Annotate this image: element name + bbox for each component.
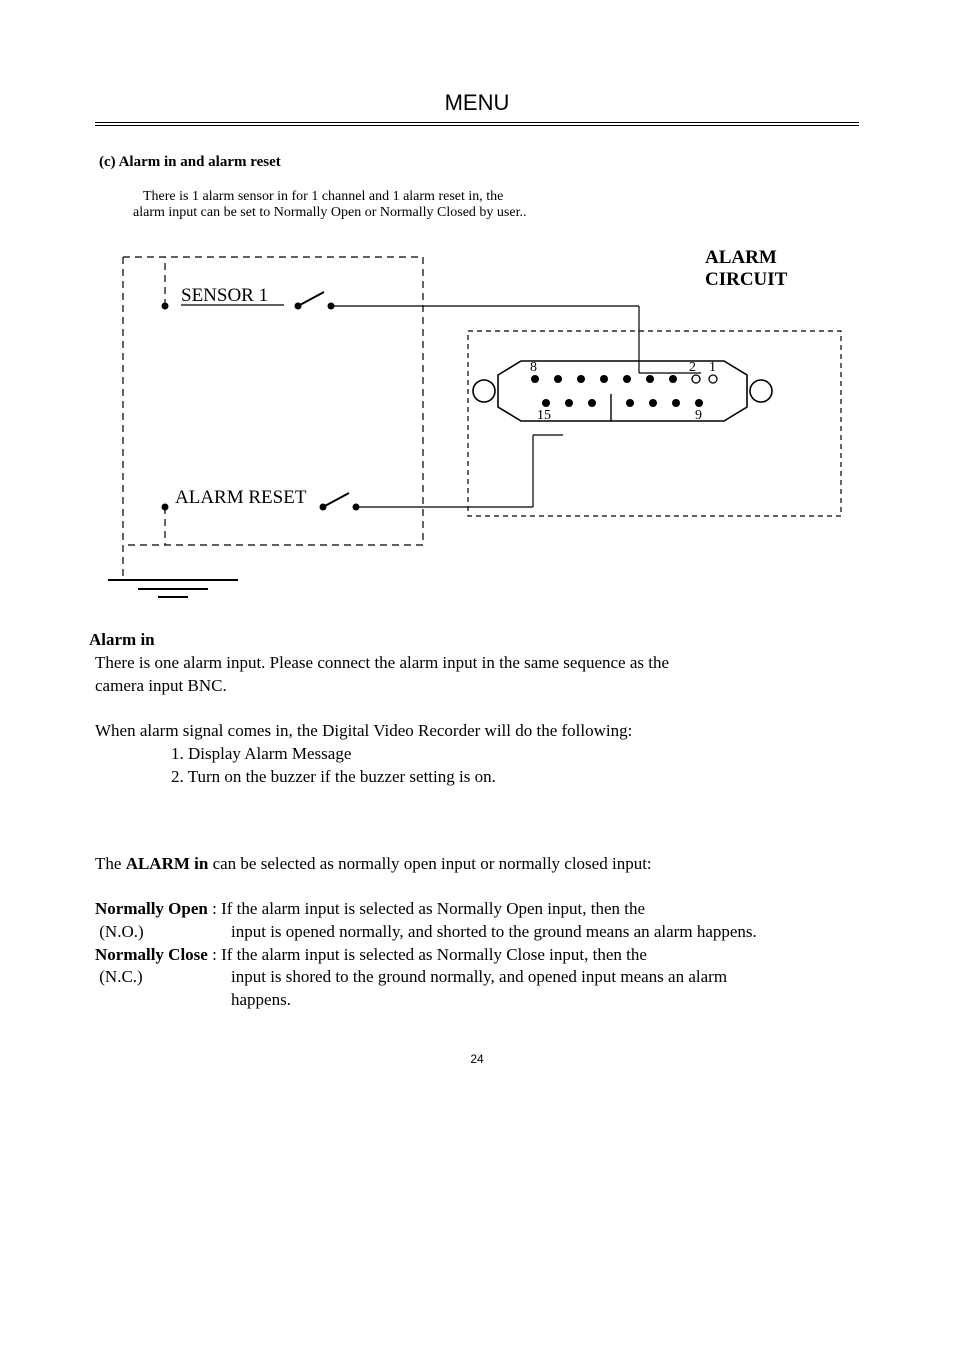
- alarm-reset-label: ALARM RESET: [175, 487, 307, 508]
- alarm-circuit-label-1: ALARM: [705, 247, 777, 268]
- normally-close-bold: Normally Close: [95, 945, 208, 964]
- alarm-in-p1a: There is one alarm input. Please connect…: [95, 652, 859, 675]
- normally-close-body: input is shored to the ground normally, …: [231, 966, 859, 1012]
- normally-open-body: input is opened normally, and shorted to…: [231, 921, 859, 944]
- rule-bottom: [95, 125, 859, 126]
- selectable-pre: The: [95, 854, 126, 873]
- pin-label-2: 2: [689, 360, 696, 375]
- nc-body-1: input is shored to the ground normally, …: [231, 966, 859, 989]
- alarm-in-p2: When alarm signal comes in, the Digital …: [95, 720, 859, 743]
- normally-open-line1: Normally Open : If the alarm input is se…: [95, 898, 859, 921]
- alarm-in-li1: 1. Display Alarm Message: [171, 743, 859, 766]
- sensor-1-label: SENSOR 1: [181, 285, 268, 306]
- pin-label-15: 15: [537, 408, 551, 423]
- page-container: MENU (c) Alarm in and alarm reset There …: [0, 0, 954, 1146]
- alarm-in-heading: Alarm in: [89, 630, 859, 650]
- nc-body-2: happens.: [231, 989, 859, 1012]
- normally-open-row: (N.O.) input is opened normally, and sho…: [95, 921, 859, 944]
- alarm-in-li2: 2. Turn on the buzzer if the buzzer sett…: [171, 766, 859, 789]
- alarm-circuit-label-2: CIRCUIT: [705, 269, 788, 290]
- alarm-circuit-diagram: SENSOR 1 ALARM RESET: [103, 245, 859, 610]
- normally-open-code: (N.O.): [95, 921, 231, 944]
- alarm-in-p1b: camera input BNC.: [95, 675, 859, 698]
- normally-open-tail: : If the alarm input is selected as Norm…: [208, 899, 645, 918]
- pin-label-8: 8: [530, 360, 537, 375]
- intro-line-2-text: alarm input can be set to Normally Open …: [133, 205, 523, 220]
- normally-close-code: (N.C.): [95, 966, 231, 1012]
- intro-line-1: There is 1 alarm sensor in for 1 channel…: [143, 189, 859, 205]
- alarm-in-selectable: The ALARM in can be selected as normally…: [95, 853, 859, 876]
- normally-open-bold: Normally Open: [95, 899, 208, 918]
- normally-close-tail: : If the alarm input is selected as Norm…: [208, 945, 647, 964]
- selectable-bold: ALARM in: [126, 854, 209, 873]
- pin-label-1: 1: [709, 360, 716, 375]
- pin-label-9: 9: [695, 408, 702, 423]
- selectable-post: can be selected as normally open input o…: [208, 854, 651, 873]
- normally-close-line1: Normally Close : If the alarm input is s…: [95, 944, 859, 967]
- page-title: MENU: [95, 90, 859, 116]
- page-number: 24: [95, 1052, 859, 1066]
- rule-top: [95, 122, 859, 123]
- intro-line-2: alarm input can be set to Normally Open …: [133, 205, 859, 221]
- normally-close-row: (N.C.) input is shored to the ground nor…: [95, 966, 859, 1012]
- section-c-heading: (c) Alarm in and alarm reset: [99, 154, 859, 171]
